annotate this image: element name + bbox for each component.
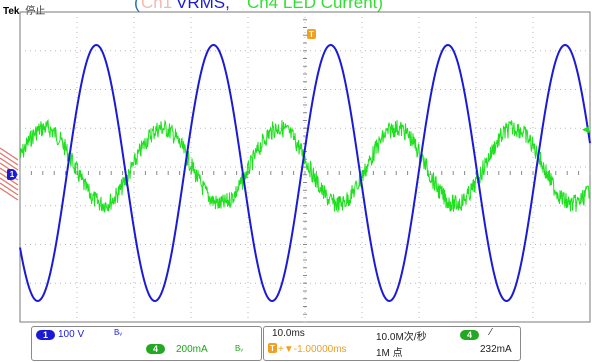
title-ch4: Ch4 LED Current): [247, 0, 384, 12]
ch1-vrms-trace: [19, 43, 591, 303]
ch4-bandwidth-icon: Bᵥ: [235, 344, 243, 353]
ch4-badge[interactable]: 4: [146, 344, 165, 354]
channel-readout-panel: [31, 326, 262, 361]
record-length: 1M 点: [376, 348, 403, 359]
trigger-position: +▼-1.00000ms: [278, 344, 347, 355]
ch4-level-arrow-icon[interactable]: ◀: [582, 124, 589, 134]
sample-rate: 10.0M次/秒: [376, 332, 427, 343]
ch1-badge[interactable]: 1: [36, 330, 55, 340]
trigger-slope-icon: ⁄: [490, 327, 492, 338]
trigger-position-marker[interactable]: T: [307, 29, 316, 39]
brand-label: Tek: [3, 6, 20, 17]
timebase: 10.0ms: [272, 328, 305, 339]
ch4-scale: 200mA: [176, 344, 208, 355]
trigger-source-badge[interactable]: 4: [460, 330, 479, 340]
trigger-icon: T: [268, 343, 277, 353]
ch1-bandwidth-icon: Bᵥ: [114, 328, 122, 337]
ch1-ground-marker[interactable]: 1: [7, 169, 17, 180]
title-vrms: VRMS,: [176, 0, 230, 12]
trigger-level: 232mA: [480, 344, 512, 355]
ch1-scale: 100 V: [58, 329, 85, 340]
title-ch1: Ch1: [141, 0, 173, 12]
ch4-led-current-trace: [19, 118, 591, 213]
title-paren: (: [134, 0, 140, 12]
